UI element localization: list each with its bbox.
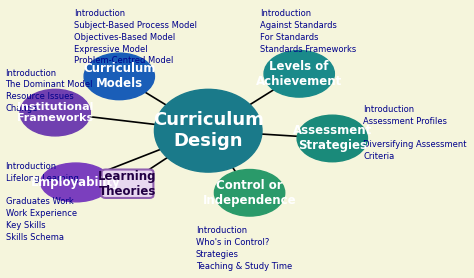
Ellipse shape [297,115,367,162]
Text: Introduction
Lifelong Learning

Graduates Work
Work Experience
Key Skills
Skills: Introduction Lifelong Learning Graduates… [6,162,78,242]
Text: Learning
Theories: Learning Theories [98,170,157,198]
Ellipse shape [84,53,155,100]
Text: Curriculum
Models: Curriculum Models [83,62,155,90]
Ellipse shape [41,163,111,202]
Text: Assessment
Strategies: Assessment Strategies [292,125,372,152]
Text: Introduction
The Dominant Model
Resource Issues
Change: Introduction The Dominant Model Resource… [6,69,93,113]
Ellipse shape [155,89,262,172]
Ellipse shape [264,51,334,97]
FancyBboxPatch shape [102,170,154,198]
Text: Introduction
Subject-Based Process Model
Objectives-Based Model
Expressive Model: Introduction Subject-Based Process Model… [74,9,197,65]
Text: Control or
Independence: Control or Independence [203,179,296,207]
Text: Introduction
Who's in Control?
Strategies
Teaching & Study Time: Introduction Who's in Control? Strategie… [196,226,292,271]
Text: Introduction
Against Standards
For Standards
Standards Frameworks: Introduction Against Standards For Stand… [260,9,356,54]
Text: Institutional
Frameworks: Institutional Frameworks [17,102,93,123]
Ellipse shape [214,170,285,216]
Text: Curriculum
Design: Curriculum Design [153,111,264,150]
Text: Levels of
Achievement: Levels of Achievement [256,60,342,88]
Text: Employability: Employability [31,176,121,189]
Text: Introduction
Assessment Profiles

Diversifying Assessment
Criteria: Introduction Assessment Profiles Diversi… [364,105,467,161]
Ellipse shape [20,89,91,136]
